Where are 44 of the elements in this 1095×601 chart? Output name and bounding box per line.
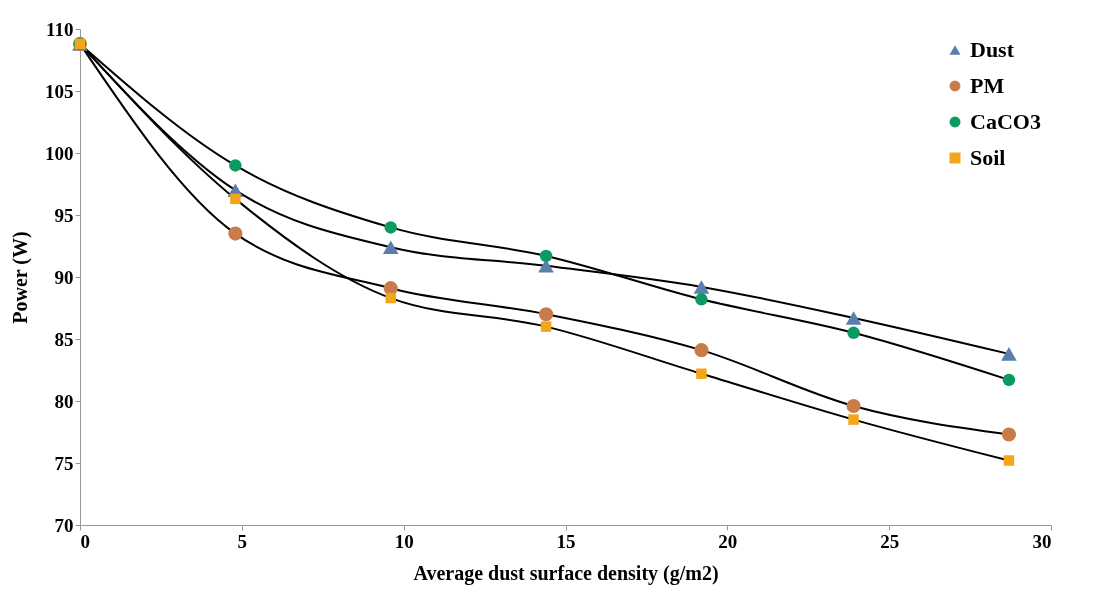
x-tick-label: 0 <box>80 530 90 552</box>
point <box>848 414 859 425</box>
point <box>229 159 242 172</box>
y-tick-label: 75 <box>54 452 74 474</box>
y-tick-label: 95 <box>54 204 74 226</box>
y-tick-label: 110 <box>46 18 74 40</box>
point <box>228 226 243 241</box>
y-tick-label: 90 <box>54 266 74 288</box>
point <box>696 368 707 379</box>
legend-label: PM <box>970 73 1005 98</box>
point <box>695 293 708 306</box>
x-tick-label: 5 <box>237 530 248 552</box>
y-tick-label: 70 <box>54 514 74 536</box>
point <box>694 343 709 358</box>
point <box>1002 373 1016 387</box>
point <box>845 311 862 325</box>
x-tick-label: 10 <box>394 530 414 552</box>
y-tick-label: 85 <box>54 328 74 350</box>
y-axis-title: Power (W) <box>9 231 32 324</box>
y-tick-label: 80 <box>54 390 74 412</box>
point <box>1001 347 1017 361</box>
y-tick-label: 105 <box>45 80 74 102</box>
point <box>382 240 399 255</box>
point <box>539 249 553 263</box>
point <box>385 292 396 304</box>
legend-label: Dust <box>970 37 1015 62</box>
x-tick-label: 15 <box>556 530 576 552</box>
point <box>847 326 860 340</box>
point <box>384 221 397 234</box>
x-axis-title: Average dust surface density (g/m2) <box>413 561 719 585</box>
x-tick-label: 20 <box>718 530 738 552</box>
point <box>230 193 241 205</box>
x-tick-label: 30 <box>1032 530 1052 552</box>
y-tick-label: 100 <box>45 142 74 164</box>
legend-label: Soil <box>970 145 1006 170</box>
legend-label: CaCO3 <box>970 109 1041 134</box>
point <box>846 398 861 414</box>
point <box>540 321 552 332</box>
point <box>538 259 554 273</box>
point <box>1001 427 1016 442</box>
x-tick-label: 25 <box>880 530 900 552</box>
point <box>1003 455 1015 466</box>
point <box>693 280 710 294</box>
point <box>539 307 554 322</box>
